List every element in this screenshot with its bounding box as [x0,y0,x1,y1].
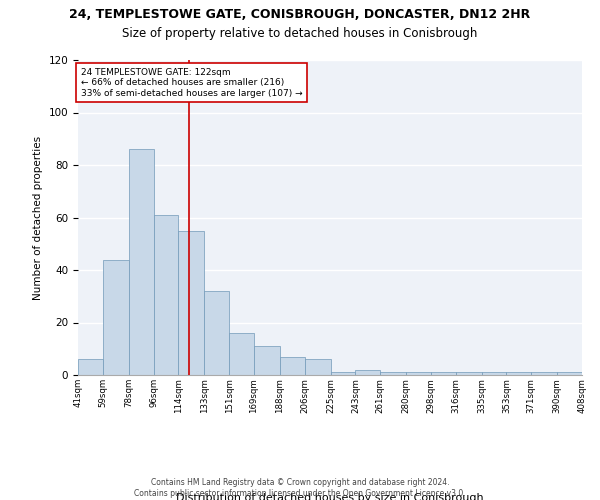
Bar [355,370,380,375]
Bar [254,346,280,375]
Text: Contains HM Land Registry data © Crown copyright and database right 2024.
Contai: Contains HM Land Registry data © Crown c… [134,478,466,498]
Bar [331,372,355,375]
Bar [506,372,531,375]
Text: 24, TEMPLESTOWE GATE, CONISBROUGH, DONCASTER, DN12 2HR: 24, TEMPLESTOWE GATE, CONISBROUGH, DONCA… [70,8,530,20]
Bar [205,291,229,375]
X-axis label: Distribution of detached houses by size in Conisbrough: Distribution of detached houses by size … [176,493,484,500]
Bar [305,359,331,375]
Bar [431,372,455,375]
Bar [229,333,254,375]
Bar [557,372,582,375]
Bar [129,149,154,375]
Bar [380,372,406,375]
Bar [406,372,431,375]
Bar [178,230,205,375]
Bar [280,356,305,375]
Bar [103,260,129,375]
Y-axis label: Number of detached properties: Number of detached properties [33,136,43,300]
Bar [482,372,506,375]
Bar [531,372,557,375]
Text: Size of property relative to detached houses in Conisbrough: Size of property relative to detached ho… [122,28,478,40]
Bar [455,372,482,375]
Text: 24 TEMPLESTOWE GATE: 122sqm
← 66% of detached houses are smaller (216)
33% of se: 24 TEMPLESTOWE GATE: 122sqm ← 66% of det… [81,68,302,98]
Bar [154,215,178,375]
Bar [78,359,103,375]
